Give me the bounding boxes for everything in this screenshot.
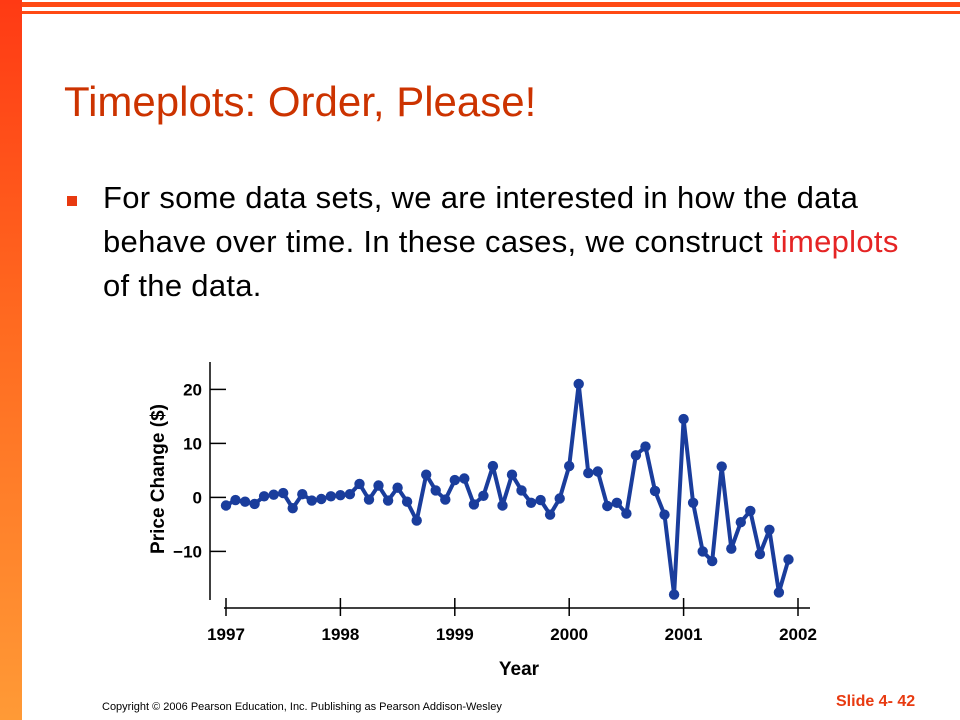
series-line [224, 382, 791, 597]
data-point [726, 543, 737, 554]
data-point [649, 485, 661, 497]
data-point [687, 497, 699, 508]
timeplot-chart: 20 10 0 −10 1997 1998 1999 2000 2001 2002 Price … [148, 362, 817, 680]
data-point [754, 548, 766, 560]
data-point [363, 494, 375, 505]
data-point [344, 489, 356, 500]
data-point [325, 491, 337, 502]
y-tick-label: 10 [183, 434, 202, 453]
slide-title: Timeplots: Order, Please! [64, 78, 537, 125]
x-tick-label: 2000 [550, 625, 588, 644]
data-point [487, 460, 499, 472]
data-point [697, 546, 708, 557]
data-point [583, 467, 594, 479]
bullet-text: For some data sets, we are interested in… [103, 176, 923, 308]
data-point [278, 487, 289, 499]
copyright-text: Copyright © 2006 Pearson Education, Inc.… [102, 701, 502, 713]
price-change-series [220, 378, 794, 600]
data-point [478, 490, 489, 501]
data-point [630, 450, 642, 461]
x-tick-label: 1999 [436, 625, 474, 644]
data-point [564, 460, 575, 472]
data-point [764, 524, 775, 535]
data-point [611, 497, 623, 508]
data-point [354, 478, 365, 490]
data-point [258, 491, 270, 502]
y-tick-label: 0 [193, 488, 202, 507]
data-point [382, 495, 394, 506]
y-axis-label: Price Change ($) [148, 404, 169, 554]
top-accent-line [22, 2, 960, 7]
data-point [449, 474, 460, 486]
left-accent-band [0, 0, 22, 720]
data-point [516, 485, 527, 496]
data-point [440, 494, 451, 505]
data-point [506, 469, 518, 480]
data-point [239, 496, 251, 507]
data-point [621, 508, 632, 519]
data-point [783, 554, 794, 565]
data-point [230, 494, 241, 506]
data-point [459, 473, 470, 484]
x-axis-label: Year [499, 659, 540, 680]
data-point [297, 489, 308, 500]
bullet-square-icon [67, 196, 77, 206]
data-point [306, 495, 317, 506]
data-point [735, 517, 746, 528]
data-point [535, 494, 546, 506]
data-point [392, 482, 403, 493]
data-point [659, 509, 670, 520]
data-point [411, 515, 422, 526]
top-accent-line-thin [22, 11, 960, 14]
data-point [287, 503, 298, 514]
data-point [497, 500, 508, 511]
data-point [525, 497, 537, 508]
data-point [592, 466, 603, 477]
bullet-text-part-1: For some data sets, we are interested in… [103, 180, 859, 259]
data-point [249, 498, 260, 510]
data-point [468, 499, 480, 510]
data-point [602, 500, 613, 512]
data-point [430, 485, 441, 496]
y-tick-label: −10 [173, 542, 202, 561]
x-tick-label: 2001 [665, 625, 703, 644]
data-point [401, 496, 413, 507]
bullet-text-highlight: timeplots [771, 224, 899, 259]
data-point [716, 461, 727, 472]
y-tick-label: 20 [183, 380, 202, 399]
slide-number: Slide 4- 42 [836, 693, 916, 710]
bullet-text-part-2: of the data. [103, 268, 262, 303]
data-point [745, 505, 756, 517]
data-point [335, 490, 346, 501]
data-point [573, 378, 584, 390]
data-point [268, 489, 279, 500]
data-point [554, 493, 565, 504]
x-tick-label: 1998 [321, 625, 359, 644]
y-axis: 20 10 0 −10 [173, 362, 226, 600]
data-point [544, 509, 556, 520]
data-point [220, 500, 232, 511]
data-point [678, 413, 689, 425]
data-point [707, 555, 718, 567]
x-tick-label: 2002 [779, 625, 817, 644]
data-point [421, 469, 432, 480]
x-tick-label: 1997 [207, 625, 245, 644]
x-axis: 1997 1998 1999 2000 2001 2002 [207, 598, 817, 644]
data-point [373, 480, 384, 491]
data-point [668, 589, 680, 600]
data-point [640, 441, 651, 452]
data-point [773, 587, 785, 598]
data-point [316, 493, 327, 505]
